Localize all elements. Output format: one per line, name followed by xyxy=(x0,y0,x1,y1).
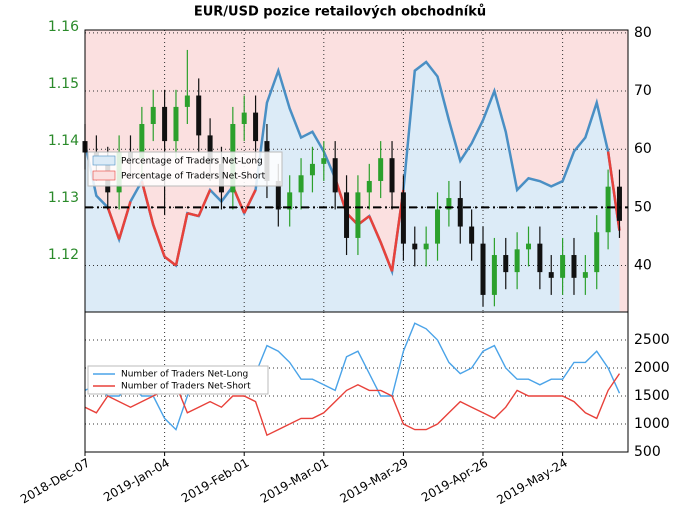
candle-body xyxy=(605,186,611,233)
candle-body xyxy=(196,95,202,136)
legend-label: Number of Traders Net-Short xyxy=(121,382,251,392)
y2-tick-label: 2500 xyxy=(634,332,670,348)
candle-body xyxy=(457,198,463,227)
candle-body xyxy=(514,249,520,273)
x-tick-label: 2019-Mar-29 xyxy=(338,456,411,506)
net-short-line xyxy=(163,255,177,267)
y2-tick-label: 1000 xyxy=(634,416,670,432)
y2-tick-label: 2000 xyxy=(634,360,670,376)
net-short-line xyxy=(140,180,155,226)
candle-body xyxy=(366,180,372,193)
legend-patch xyxy=(92,170,116,181)
candle-body xyxy=(253,112,259,142)
net-short-line xyxy=(187,211,200,218)
x-tick-label: 2019-Feb-01 xyxy=(179,456,252,506)
net-short-line xyxy=(243,189,257,214)
candle-body xyxy=(287,192,293,210)
candle-body xyxy=(378,158,384,181)
candle-body xyxy=(537,243,543,273)
series-line xyxy=(84,322,621,431)
candle-body xyxy=(162,106,168,142)
candle-body xyxy=(480,243,486,295)
candle-body xyxy=(582,272,588,278)
candle-body xyxy=(446,198,452,210)
candle-body xyxy=(139,124,145,159)
candle-body xyxy=(150,106,156,124)
y2-tick-label: 500 xyxy=(634,444,661,460)
net-short-line xyxy=(174,212,189,266)
net-short-line xyxy=(152,224,166,258)
legend xyxy=(87,365,269,395)
net-short-line xyxy=(106,206,121,240)
net-short-line xyxy=(368,215,382,243)
x-tick-label: 2019-Jan-04 xyxy=(101,456,172,505)
y-tick-label: 1.12 xyxy=(48,247,79,263)
candle-body xyxy=(241,112,247,124)
net-long-area xyxy=(85,61,620,312)
candle-body xyxy=(389,158,395,193)
candle-body xyxy=(548,272,554,278)
candle-body xyxy=(275,180,281,210)
x-tick-label: 2019-Mar-01 xyxy=(258,456,331,506)
candle-body xyxy=(400,192,406,244)
y-tick-label: 1.13 xyxy=(48,190,79,206)
legend-patch xyxy=(92,155,116,166)
candle-body xyxy=(616,186,622,221)
y-tick-label: 1.14 xyxy=(48,133,79,149)
legend-label: Number of Traders Net-Long xyxy=(121,370,248,380)
candle-body xyxy=(571,255,577,278)
plot-frame xyxy=(84,311,629,453)
net-short-line xyxy=(197,189,212,217)
y2-tick-label: 70 xyxy=(634,83,652,99)
candle-body xyxy=(435,209,441,244)
candle-body xyxy=(412,243,418,250)
candle-body xyxy=(207,135,213,164)
legend-label: Percentage of Traders Net-Long xyxy=(121,157,263,167)
candle-body xyxy=(173,106,179,142)
net-short-line xyxy=(379,241,394,272)
candle-body xyxy=(560,255,566,278)
x-tick-label: 2019-Apr-26 xyxy=(419,456,490,505)
y-tick-label: 1.15 xyxy=(48,76,79,92)
candle-body xyxy=(503,255,509,273)
legend xyxy=(87,151,283,187)
candle-body xyxy=(423,243,429,250)
y2-tick-label: 60 xyxy=(634,141,652,157)
x-tick-label: 2018-Dec-07 xyxy=(18,456,92,507)
legend-label: Percentage of Traders Net-Short xyxy=(121,172,266,182)
candle-body xyxy=(332,158,338,193)
y2-tick-label: 50 xyxy=(634,199,652,215)
net-short-area xyxy=(85,30,628,272)
y-tick-label: 1.16 xyxy=(48,19,79,35)
candle-body xyxy=(309,163,315,176)
candle-body xyxy=(594,232,600,273)
chart-title: EUR/USD pozice retailových obchodníků xyxy=(194,5,486,20)
y2-tick-label: 40 xyxy=(634,257,652,273)
candle-body xyxy=(491,255,497,295)
y2-tick-label: 80 xyxy=(634,25,652,41)
y2-tick-label: 1500 xyxy=(634,388,670,404)
candle-body xyxy=(298,175,304,193)
candle-body xyxy=(184,95,190,107)
candle-body xyxy=(355,192,361,238)
candle-body xyxy=(469,226,475,244)
candle-body xyxy=(525,243,531,250)
candle-body xyxy=(321,158,327,164)
x-tick-label: 2019-May-24 xyxy=(494,456,569,508)
candle-body xyxy=(344,192,350,238)
